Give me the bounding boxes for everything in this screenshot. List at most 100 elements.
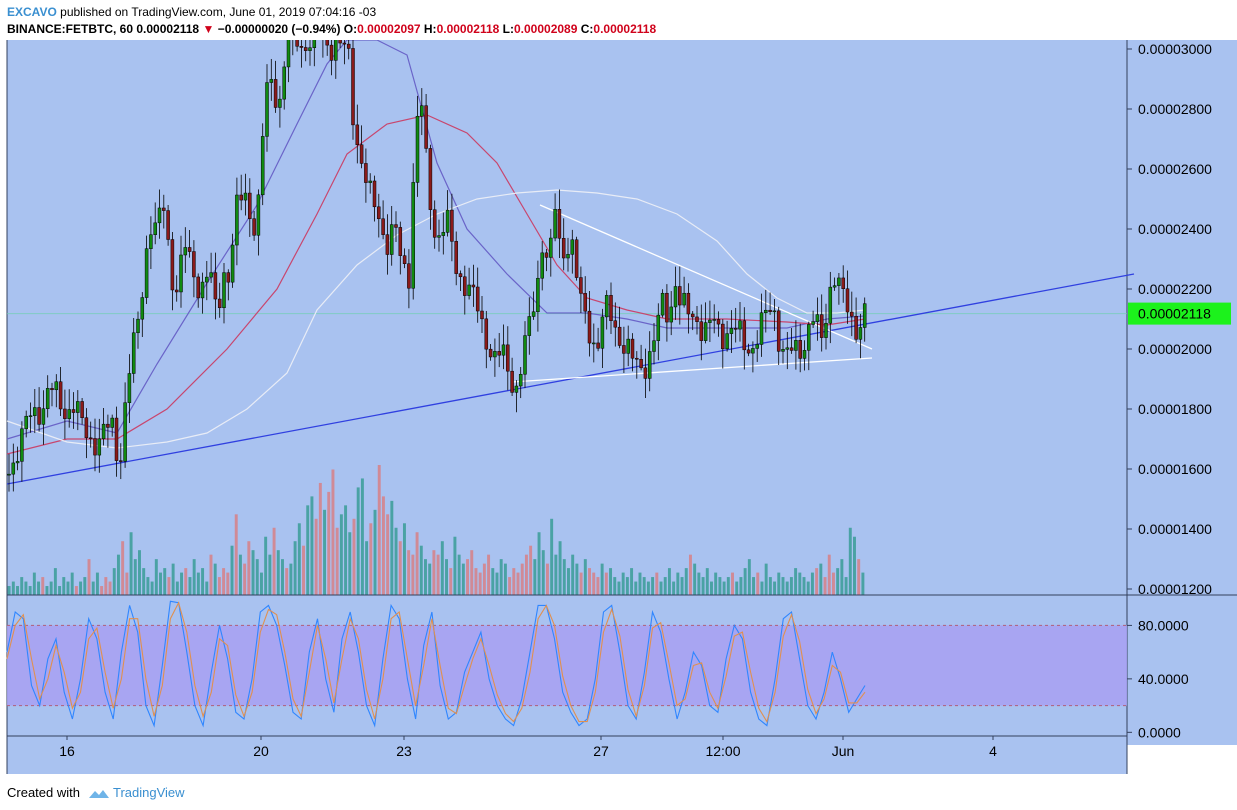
candle-body <box>574 239 579 278</box>
trendline-triangle-lower[interactable] <box>511 357 873 383</box>
candle-body <box>665 292 669 323</box>
stochastic-d-line <box>6 601 866 723</box>
volume-bar <box>432 550 436 595</box>
candle-body <box>45 388 50 409</box>
candle-body <box>690 313 695 318</box>
last-price-badge: 0.00002118 <box>1128 302 1231 325</box>
candle-body <box>514 385 519 393</box>
volume-bar <box>646 581 650 595</box>
volume-bar <box>554 554 558 595</box>
volume-bar <box>773 581 777 595</box>
candle-body <box>71 409 76 413</box>
candle-body <box>278 98 282 108</box>
volume-bar <box>613 577 617 595</box>
candle-body <box>652 340 656 352</box>
candle-body <box>656 314 661 341</box>
volume-bar <box>651 577 655 595</box>
price-axis-background[interactable] <box>1127 40 1237 745</box>
volume-bar <box>823 577 827 595</box>
tradingview-brand[interactable]: TradingView <box>113 785 185 800</box>
volume-bar <box>861 572 865 595</box>
volume-bar <box>735 581 739 595</box>
chart-canvas[interactable]: 0.00001200 0.00001400 0.00001600 0.00001800… <box>0 40 1237 775</box>
tradingview-logo-icon <box>88 789 109 798</box>
candle-body <box>626 338 630 354</box>
candle-body <box>660 292 665 316</box>
volume-bar <box>373 509 377 595</box>
volume-bar <box>625 577 629 595</box>
author-name[interactable]: EXCAVO <box>7 5 57 19</box>
volume-bar <box>634 581 638 595</box>
volume-bar <box>604 572 608 595</box>
volume-bar <box>827 554 831 595</box>
volume-bar <box>116 554 120 595</box>
candle-body <box>355 124 360 146</box>
price-tick-label: 0.00001400 <box>1138 521 1212 537</box>
candle-body <box>781 349 785 352</box>
candle-body <box>226 272 231 283</box>
volume-bar <box>747 559 751 595</box>
candle-body <box>346 43 351 49</box>
volume-bar <box>344 505 348 595</box>
volume-bar <box>680 577 684 595</box>
price-tick-label: 0.00002000 <box>1138 341 1212 357</box>
volume-bar <box>268 554 272 595</box>
volume-bar <box>688 554 692 595</box>
volume-bar <box>710 581 713 595</box>
candle-body <box>772 310 777 313</box>
volume-bar <box>247 541 251 595</box>
candle-body <box>424 105 428 149</box>
candle-body <box>372 180 377 208</box>
volume-bar <box>487 554 491 595</box>
volume-bar <box>7 586 11 595</box>
candle-body <box>166 210 170 240</box>
open-label: O: <box>343 22 358 36</box>
candle-body <box>837 277 841 286</box>
price-tick-label: 0.00002800 <box>1138 101 1212 117</box>
candle-body <box>789 347 794 351</box>
trendlines[interactable] <box>6 204 1135 485</box>
volume-bar <box>781 577 785 595</box>
volume-bar <box>819 563 823 595</box>
volume-bar <box>798 572 802 595</box>
candle-body <box>738 320 742 330</box>
volume-bar <box>133 559 137 595</box>
volume-bar <box>348 532 352 595</box>
volume-bar <box>802 577 806 595</box>
moving-average-line <box>6 114 866 455</box>
volume-pane <box>7 465 865 595</box>
volume-bar <box>474 568 478 595</box>
trendline-rising-support[interactable] <box>6 273 1135 485</box>
volume-bar <box>482 563 486 595</box>
volume-bar <box>377 465 381 595</box>
volume-bar <box>327 491 331 595</box>
volume-bar <box>402 523 406 595</box>
published-text: published on TradingView.com, June 01, 2… <box>60 5 377 19</box>
trendline-triangle-upper[interactable] <box>539 204 873 350</box>
candle-body <box>832 285 837 288</box>
candle-body <box>463 276 467 296</box>
volume-bar <box>175 581 179 595</box>
volume-bar <box>499 559 503 595</box>
candle-body <box>703 322 708 341</box>
price-tick-label: 0.00001200 <box>1138 581 1212 597</box>
candle-body <box>699 321 704 341</box>
volume-bar <box>83 577 87 595</box>
volume-bar <box>163 568 167 595</box>
volume-bar <box>466 559 470 595</box>
candle-body <box>299 46 304 48</box>
candle-body <box>183 247 188 256</box>
time-axis-background[interactable] <box>7 736 1127 774</box>
candle-body <box>768 309 772 312</box>
candle-body <box>420 105 424 117</box>
volume-bar <box>575 563 579 595</box>
volume-bar <box>217 577 221 595</box>
price-tick-label: 0.00001600 <box>1138 461 1212 477</box>
candle-body <box>630 338 635 359</box>
candle-body <box>243 192 248 201</box>
candle-body <box>252 218 256 236</box>
candle-body <box>458 273 463 278</box>
candle-body <box>536 277 540 313</box>
volume-bar <box>53 568 57 595</box>
volume-bar <box>449 568 453 595</box>
